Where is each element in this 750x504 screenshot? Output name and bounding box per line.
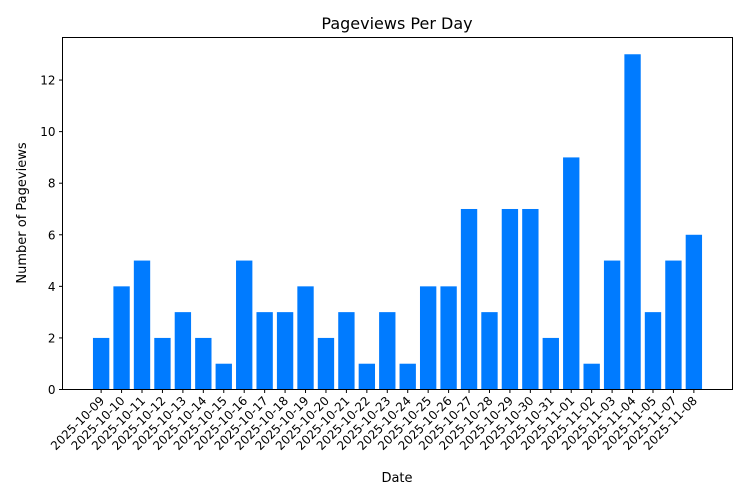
bar-2025-10-15 — [215, 363, 232, 390]
bar-2025-11-02 — [583, 363, 600, 390]
bar-2025-10-20 — [317, 337, 335, 390]
bar-2025-10-13 — [174, 312, 192, 390]
bar-2025-10-23 — [379, 312, 396, 390]
y-tick-label: 4 — [48, 280, 56, 294]
bar-2025-11-01 — [563, 157, 580, 390]
bar-2025-10-19 — [297, 286, 314, 390]
bar-2025-10-16 — [236, 260, 253, 390]
bar-2025-11-07 — [665, 260, 682, 390]
y-tick-label: 8 — [48, 177, 56, 191]
bar-2025-10-27 — [460, 208, 478, 390]
bar-2025-11-08 — [685, 234, 703, 390]
bar-2025-10-31 — [542, 337, 559, 390]
y-axis-label: Number of Pageviews — [15, 142, 30, 283]
bar-2025-10-26 — [440, 286, 457, 390]
y-tick-label: 10 — [40, 125, 55, 139]
bar-2025-11-04 — [624, 54, 641, 390]
bar-2025-10-10 — [113, 286, 130, 390]
bar-2025-10-21 — [338, 312, 355, 390]
bar-2025-11-03 — [603, 260, 621, 390]
y-tick-label: 0 — [48, 383, 56, 397]
y-tick-label: 12 — [40, 74, 55, 88]
bar-2025-10-12 — [154, 337, 171, 390]
bar-2025-10-11 — [133, 260, 151, 390]
bar-2025-10-17 — [256, 312, 273, 390]
bar-2025-10-24 — [399, 363, 416, 390]
bar-2025-10-25 — [419, 286, 437, 390]
plot-frame — [62, 37, 733, 390]
bar-2025-10-28 — [481, 312, 498, 390]
bar-2025-10-09 — [92, 337, 110, 390]
y-tick-label: 2 — [48, 331, 56, 345]
y-tick-label: 6 — [48, 228, 56, 242]
bar-2025-10-14 — [195, 337, 212, 390]
bar-2025-10-22 — [358, 363, 376, 390]
bar-2025-10-29 — [501, 208, 519, 390]
chart-title: Pageviews Per Day — [321, 14, 472, 33]
bar-2025-10-30 — [522, 208, 539, 390]
bar-2025-10-18 — [276, 312, 294, 390]
x-axis-label: Date — [381, 471, 412, 486]
bar-2025-11-05 — [644, 312, 662, 390]
